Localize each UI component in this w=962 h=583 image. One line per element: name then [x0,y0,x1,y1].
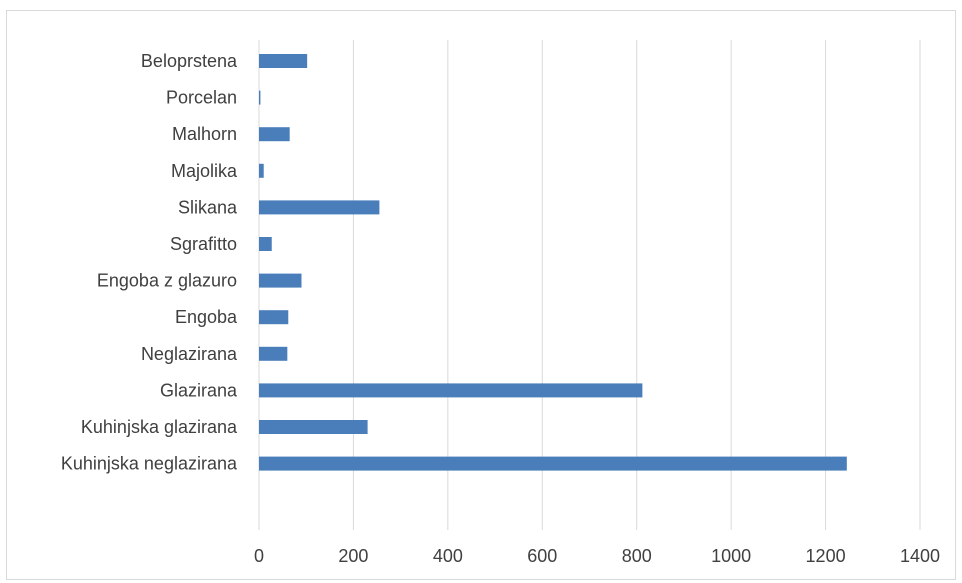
category-label: Majolika [171,161,238,181]
category-label: Slikana [178,197,238,217]
bar-kuhinjska-neglazirana [259,456,847,471]
category-labels: Kuhinjska neglazirana Kuhinjska glazirana… [61,51,238,474]
bar-slikana [259,200,380,215]
bar-beloprstena [259,54,308,68]
gridlines [258,40,921,530]
chart-frame [6,10,956,580]
category-label: Kuhinjska neglazirana [61,454,238,474]
bar-porcelan [259,90,261,105]
category-label: Beloprstena [141,51,238,71]
category-label: Neglazirana [141,344,238,364]
category-label: Sgrafitto [170,234,237,254]
x-tick-labels: 0 200 400 600 800 1000 1200 1400 [254,546,940,566]
bar-neglazirana [259,346,288,361]
bar-majolika [259,163,264,178]
x-tick-label: 600 [527,546,557,566]
x-tick-label: 0 [254,546,264,566]
x-tick-label: 1000 [711,546,751,566]
category-label: Engoba [175,307,238,327]
bar-sgrafitto [259,237,272,251]
category-label: Glazirana [160,380,238,400]
x-tick-label: 1200 [806,546,846,566]
bars [259,54,847,471]
x-tick-label: 800 [622,546,652,566]
category-label: Malhorn [172,124,237,144]
bar-engoba [259,310,289,325]
category-label: Engoba z glazuro [97,271,237,291]
x-tick-label: 1400 [900,546,940,566]
x-tick-label: 200 [338,546,368,566]
category-label: Porcelan [166,88,237,108]
x-tick-label: 400 [433,546,463,566]
bar-engoba-z-glazuro [259,273,302,288]
bar-malhorn [259,127,290,142]
category-label: Kuhinjska glazirana [81,417,238,437]
bar-kuhinjska-glazirana [259,420,368,434]
bar-glazirana [259,383,643,398]
